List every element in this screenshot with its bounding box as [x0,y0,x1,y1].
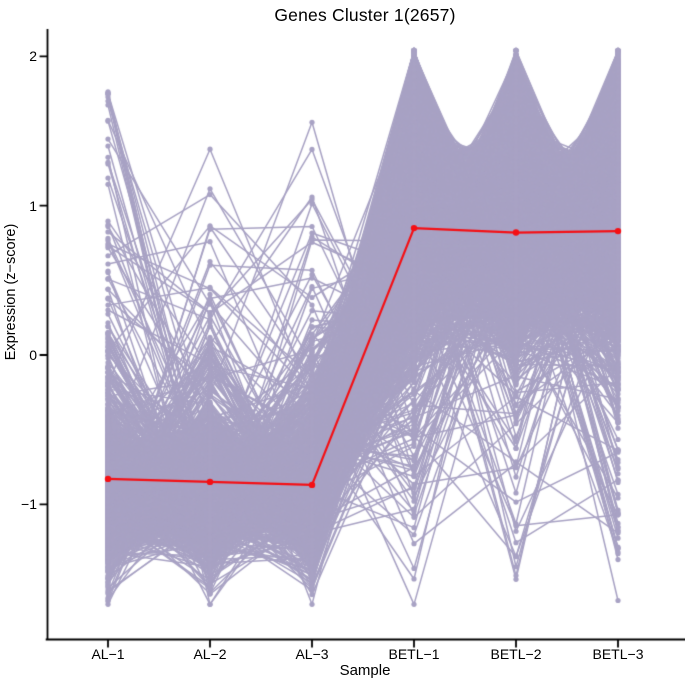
y-tick-label: 2 [29,48,37,65]
y-tick-label: −1 [21,496,37,513]
y-tick-label: 1 [29,197,37,214]
x-tick-label: AL−3 [295,646,329,662]
x-tick-label: AL−1 [91,646,125,662]
y-axis-label: Expression (z−score) [3,223,19,361]
x-tick-label: BETL−2 [490,646,542,662]
x-tick-label: BETL−3 [592,646,644,662]
chart-title: Genes Cluster 1(2657) [274,5,456,25]
y-tick-label: 0 [29,347,37,363]
x-tick-label: BETL−1 [388,646,440,662]
x-tick-label: AL−2 [193,646,227,662]
x-axis-label: Sample [339,662,391,679]
